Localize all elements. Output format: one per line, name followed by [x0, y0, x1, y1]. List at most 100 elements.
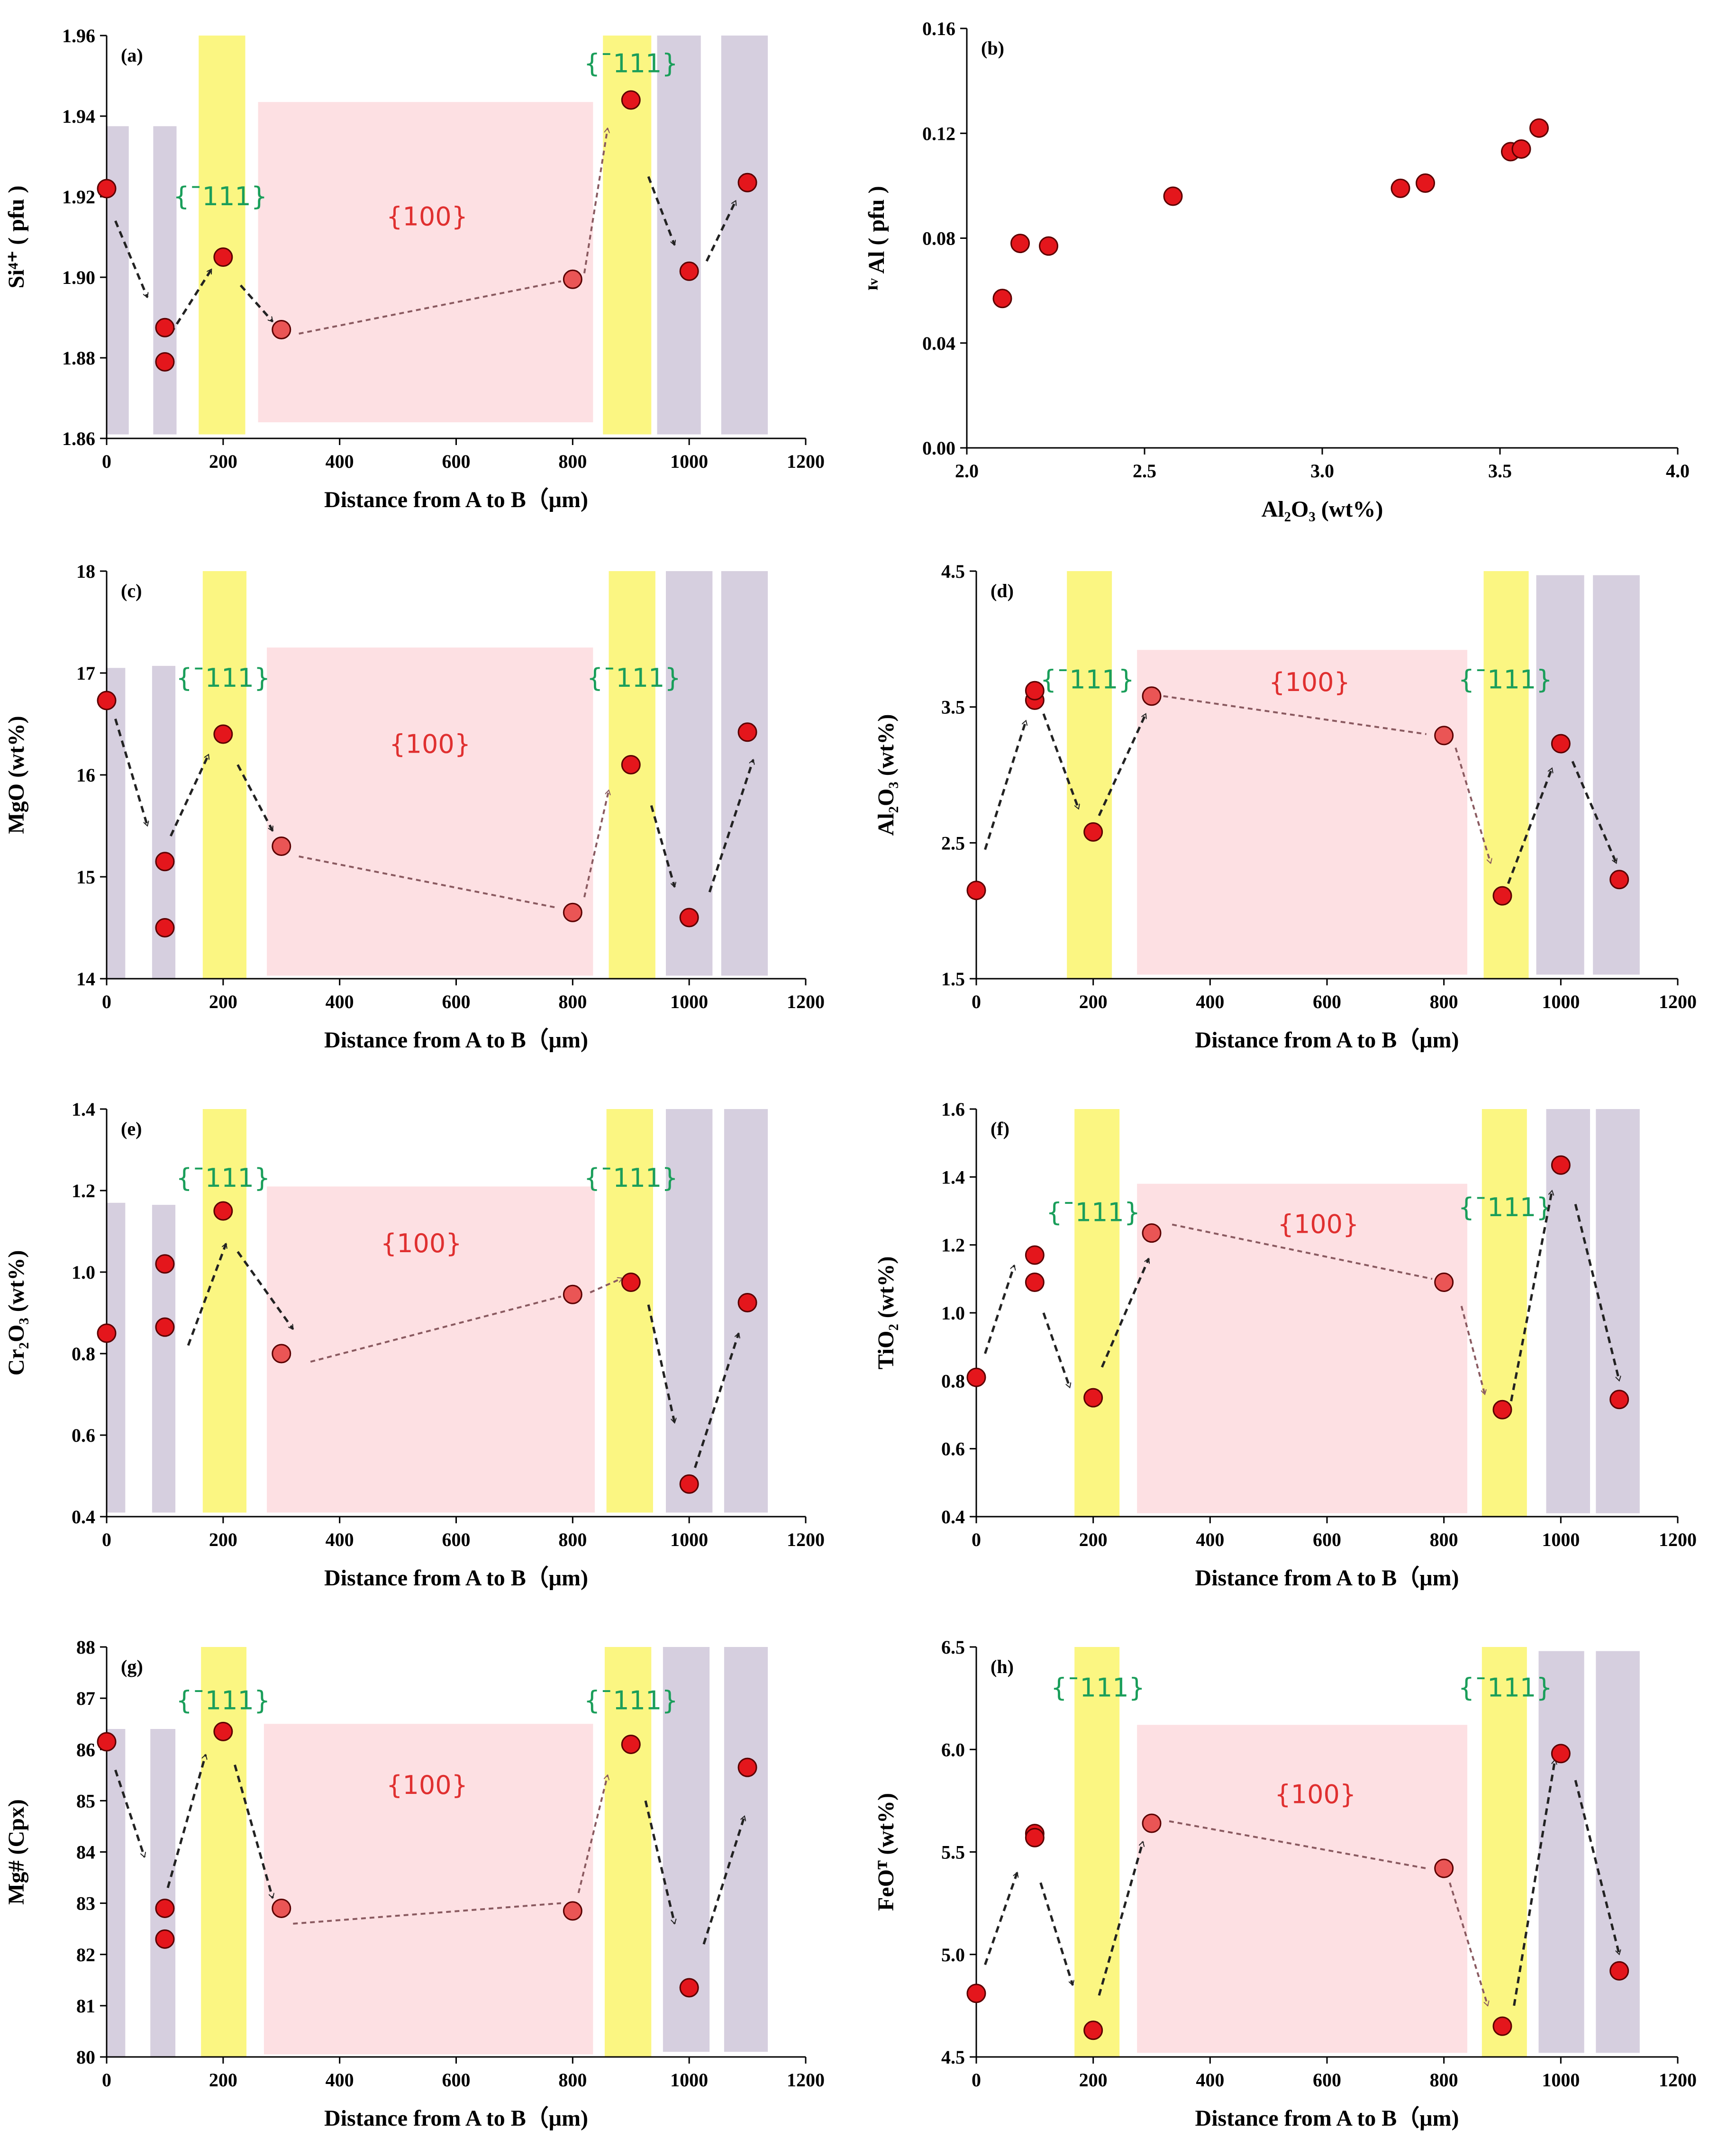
- x-tick-label: 0: [102, 991, 111, 1012]
- face-100-label: {100}: [389, 729, 471, 759]
- trend-arrow: [1574, 1780, 1619, 1955]
- data-point: [1083, 2020, 1103, 2040]
- data-point: [1142, 1223, 1162, 1243]
- yellow-zone: [202, 571, 246, 979]
- y-tick-label: 1.2: [72, 1180, 95, 1201]
- trend-arrow: [694, 1333, 738, 1468]
- yellow-zone: [609, 571, 655, 979]
- y-tick-label: 1.0: [941, 1302, 965, 1324]
- y-tick-label: 1.4: [941, 1166, 965, 1188]
- data-point: [272, 1898, 291, 1918]
- y-tick-label: 87: [76, 1688, 95, 1709]
- x-tick-label: 800: [1430, 1529, 1458, 1550]
- y-tick-label: 1.90: [62, 267, 95, 288]
- data-point: [155, 1254, 175, 1274]
- trend-arrow: [1507, 768, 1552, 884]
- y-axis-label: MgO (wt%): [4, 716, 29, 834]
- data-point: [679, 261, 699, 281]
- face-111-label: {¯111}: [1046, 1198, 1140, 1228]
- face-111-label: {¯111}: [584, 1163, 678, 1193]
- x-tick-label: 1000: [670, 991, 708, 1012]
- y-tick-label: 1.5: [941, 968, 965, 990]
- trend-arrow: [583, 128, 608, 273]
- trend-arrow: [114, 719, 147, 826]
- trend-arrow: [1449, 1882, 1488, 2006]
- y-axis-label: TiO₂ (wt%): [873, 1256, 899, 1370]
- trend-arrow: [708, 760, 753, 893]
- data-point: [1416, 173, 1435, 193]
- y-tick-label: 0.00: [922, 437, 955, 459]
- data-point: [563, 902, 582, 922]
- data-point: [679, 908, 699, 928]
- x-tick-label: 800: [558, 451, 587, 472]
- y-tick-label: 0.8: [72, 1343, 95, 1365]
- yellow-zone: [1067, 571, 1112, 979]
- yellow-zone: [199, 36, 245, 435]
- yellow-zone: [1074, 1647, 1120, 2057]
- data-point: [1025, 1828, 1045, 1847]
- trend-arrow: [647, 176, 674, 246]
- x-tick-label: 1200: [1659, 1529, 1697, 1550]
- x-tick-label: 600: [442, 2069, 471, 2091]
- y-tick-label: 0.4: [941, 1506, 965, 1528]
- purple-zone: [107, 668, 126, 979]
- purple-zone: [107, 126, 129, 435]
- data-point: [155, 918, 175, 937]
- face-100-label: {100}: [1278, 1210, 1359, 1239]
- trend-arrow: [236, 764, 274, 831]
- panel-label: (f): [991, 1118, 1009, 1139]
- x-tick-label: 400: [1196, 1529, 1224, 1550]
- panels: 0 200 400 600 800 1000 12001.861.881.901.921.9…: [4, 18, 1697, 2131]
- panel-b: 2.0 2.5 3.0 3.5 4.0 0.00 0.04 0.08 0.12 0.16 Al₂O₃…: [864, 18, 1690, 522]
- data-point: [1010, 234, 1030, 254]
- pink-zone: [1137, 1725, 1467, 2053]
- x-axis-label: Distance from A to B（μm): [324, 2106, 588, 2131]
- data-point: [679, 1474, 699, 1494]
- y-axis-label: Si⁴⁺ ( pfu ): [4, 185, 29, 288]
- x-tick-label: 200: [1079, 1529, 1108, 1550]
- x-tick-label: 1000: [1542, 991, 1580, 1012]
- y-tick-label: 1.92: [62, 186, 95, 208]
- data-point: [213, 247, 233, 267]
- data-point: [1434, 1858, 1454, 1878]
- yellow-zone: [606, 1109, 653, 1513]
- face-111-label: {¯111}: [1458, 1192, 1553, 1222]
- purple-zone: [107, 1202, 126, 1513]
- face-111-label: {¯111}: [176, 663, 270, 693]
- x-tick-label: 600: [442, 1529, 471, 1550]
- trend-arrow: [644, 1800, 674, 1924]
- pink-zone: [264, 1724, 593, 2055]
- trend-arrow: [984, 1265, 1015, 1354]
- face-111-label: {¯111}: [584, 1686, 678, 1716]
- yellow-zone: [1074, 1109, 1120, 1517]
- y-tick-label: 4.5: [941, 2047, 965, 2068]
- x-tick-label: 800: [558, 2069, 587, 2091]
- data-point: [213, 724, 233, 744]
- x-tick-label: 600: [1313, 991, 1341, 1012]
- purple-zone: [657, 36, 701, 435]
- trend-arrow: [166, 1755, 206, 1888]
- data-point: [1142, 686, 1162, 706]
- x-tick-label: 200: [209, 2069, 237, 2091]
- data-point: [1434, 1273, 1454, 1292]
- data-point: [1511, 139, 1531, 159]
- trend-arrow: [647, 1304, 674, 1423]
- data-point: [97, 1323, 117, 1343]
- x-axis-label: Distance from A to B（μm): [1195, 2106, 1459, 2131]
- x-tick-label: 0: [972, 2069, 981, 2091]
- purple-zone: [666, 1109, 713, 1513]
- x-tick-label: 1200: [1659, 2069, 1697, 2091]
- trend-arrow: [1163, 695, 1427, 735]
- panel-label: (b): [981, 37, 1004, 59]
- purple-zone: [153, 126, 177, 435]
- x-tick-label: 2.5: [1133, 460, 1156, 482]
- trend-arrow: [1042, 1312, 1070, 1388]
- yellow-zone: [1482, 1109, 1527, 1517]
- data-point: [272, 1344, 291, 1364]
- face-111-label: {¯111}: [1458, 1673, 1553, 1703]
- data-point: [1609, 1961, 1629, 1981]
- data-point: [1083, 1388, 1103, 1408]
- panel-label: (g): [121, 1656, 143, 1677]
- data-point: [737, 173, 757, 192]
- x-tick-label: 1000: [670, 451, 708, 472]
